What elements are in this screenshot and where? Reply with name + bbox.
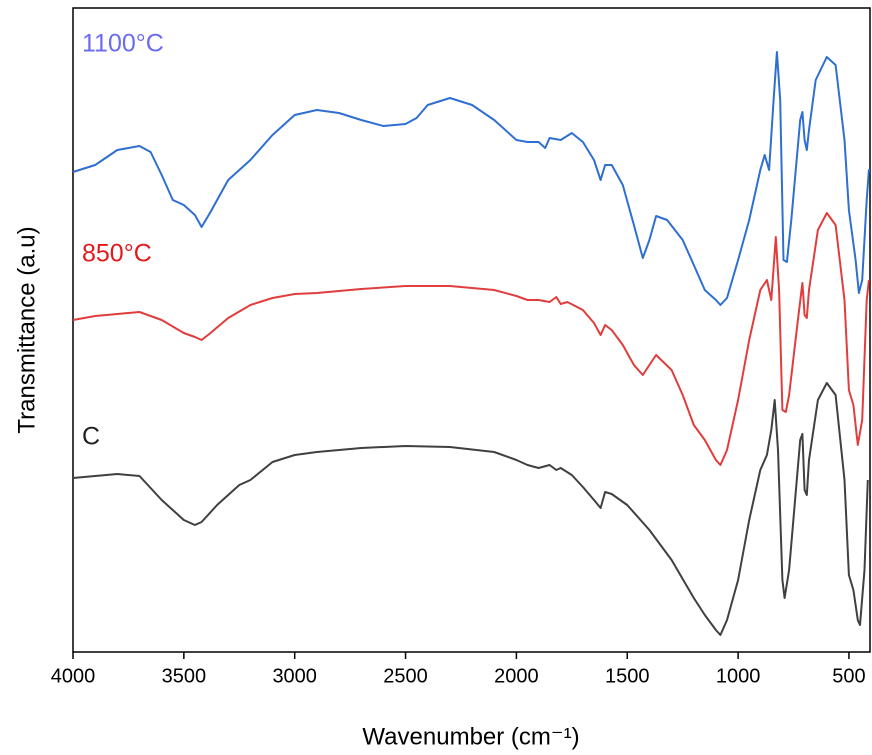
x-tick-label: 500 — [832, 665, 865, 687]
x-tick-label: 3500 — [162, 665, 207, 687]
x-tick-label: 1000 — [716, 665, 761, 687]
x-tick-label: 3000 — [272, 665, 317, 687]
x-tick-label: 2000 — [494, 665, 539, 687]
series-label: 1100°C — [82, 30, 164, 58]
series-label: C — [82, 423, 100, 451]
x-axis-label: Wavenumber (cm⁻¹) — [362, 723, 579, 750]
x-tick-label: 2500 — [383, 665, 428, 687]
x-tick-label: 4000 — [51, 665, 96, 687]
x-tick-label: 1500 — [605, 665, 650, 687]
spectrum-line — [72, 51, 870, 306]
y-axis-label: Transmittance (a.u) — [13, 226, 40, 433]
series-label: 850°C — [82, 240, 152, 268]
spectrum-line — [72, 382, 869, 636]
plot-frame — [72, 7, 871, 653]
spectrum-line — [72, 212, 870, 466]
